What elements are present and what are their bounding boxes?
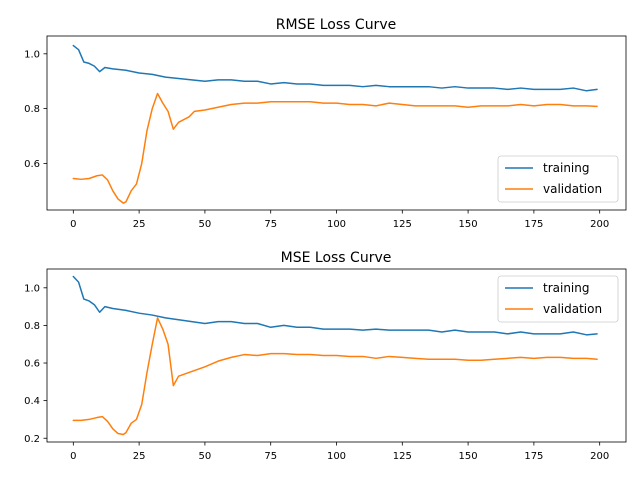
rmse-x-tick-label: 125 bbox=[393, 219, 412, 230]
mse-y-tick-label: 1.0 bbox=[24, 283, 40, 294]
rmse-x-ticks: 0 25 50 75 100 125 150 175 200 bbox=[70, 210, 609, 230]
rmse-x-tick-label: 0 bbox=[70, 219, 76, 230]
mse-legend: training validation bbox=[497, 275, 619, 323]
mse-x-tick-label: 125 bbox=[393, 451, 412, 462]
mse-legend-training-label: training bbox=[543, 281, 590, 295]
rmse-x-tick-label: 150 bbox=[459, 219, 478, 230]
rmse-loss-plot: RMSE Loss Curve 0 25 50 75 100 125 150 175 200 0… bbox=[24, 17, 627, 230]
rmse-plot-frame bbox=[46, 35, 627, 211]
rmse-legend: training validation bbox=[497, 155, 619, 203]
mse-x-tick-label: 175 bbox=[524, 451, 543, 462]
rmse-y-tick-label: 0.6 bbox=[24, 159, 40, 170]
rmse-x-tick-label: 100 bbox=[327, 219, 346, 230]
rmse-x-tick-label: 50 bbox=[199, 219, 212, 230]
rmse-legend-training-label: training bbox=[543, 161, 590, 175]
mse-x-tick-label: 200 bbox=[590, 451, 609, 462]
rmse-y-tick-label: 0.8 bbox=[24, 104, 40, 115]
mse-x-tick-label: 100 bbox=[327, 451, 346, 462]
mse-y-tick-label: 0.8 bbox=[24, 321, 40, 332]
rmse-series-line-validation bbox=[72, 92, 598, 204]
mse-x-tick-label: 25 bbox=[133, 451, 146, 462]
rmse-x-tick-label: 25 bbox=[133, 219, 146, 230]
mse-series-line-validation bbox=[72, 317, 598, 436]
mse-x-tick-label: 75 bbox=[264, 451, 277, 462]
rmse-series-line-training bbox=[72, 44, 598, 92]
mse-legend-validation-label: validation bbox=[543, 302, 602, 316]
mse-x-ticks: 0 25 50 75 100 125 150 175 200 bbox=[70, 442, 609, 462]
mse-plot-title: MSE Loss Curve bbox=[281, 250, 392, 266]
rmse-series-lines bbox=[72, 44, 598, 204]
mse-y-tick-label: 0.4 bbox=[24, 396, 40, 407]
rmse-y-tick-label: 1.0 bbox=[24, 49, 40, 60]
mse-x-tick-label: 0 bbox=[70, 451, 76, 462]
mse-y-tick-label: 0.2 bbox=[24, 434, 40, 445]
mse-y-ticks: 0.2 0.4 0.6 0.8 1.0 bbox=[24, 283, 47, 445]
rmse-legend-validation-label: validation bbox=[543, 182, 602, 196]
rmse-x-tick-label: 200 bbox=[590, 219, 609, 230]
mse-series-lines bbox=[72, 275, 598, 436]
rmse-x-tick-label: 75 bbox=[264, 219, 277, 230]
rmse-plot-title: RMSE Loss Curve bbox=[276, 17, 396, 33]
rmse-x-tick-label: 175 bbox=[524, 219, 543, 230]
rmse-y-ticks: 0.6 0.8 1.0 bbox=[24, 49, 47, 170]
mse-plot-frame bbox=[46, 268, 627, 443]
mse-x-tick-label: 50 bbox=[199, 451, 212, 462]
mse-series-line-training bbox=[72, 275, 598, 336]
mse-x-tick-label: 150 bbox=[459, 451, 478, 462]
mse-y-tick-label: 0.6 bbox=[24, 359, 40, 370]
mse-loss-plot: MSE Loss Curve 0 25 50 75 100 125 150 175 200 0.… bbox=[24, 250, 627, 462]
